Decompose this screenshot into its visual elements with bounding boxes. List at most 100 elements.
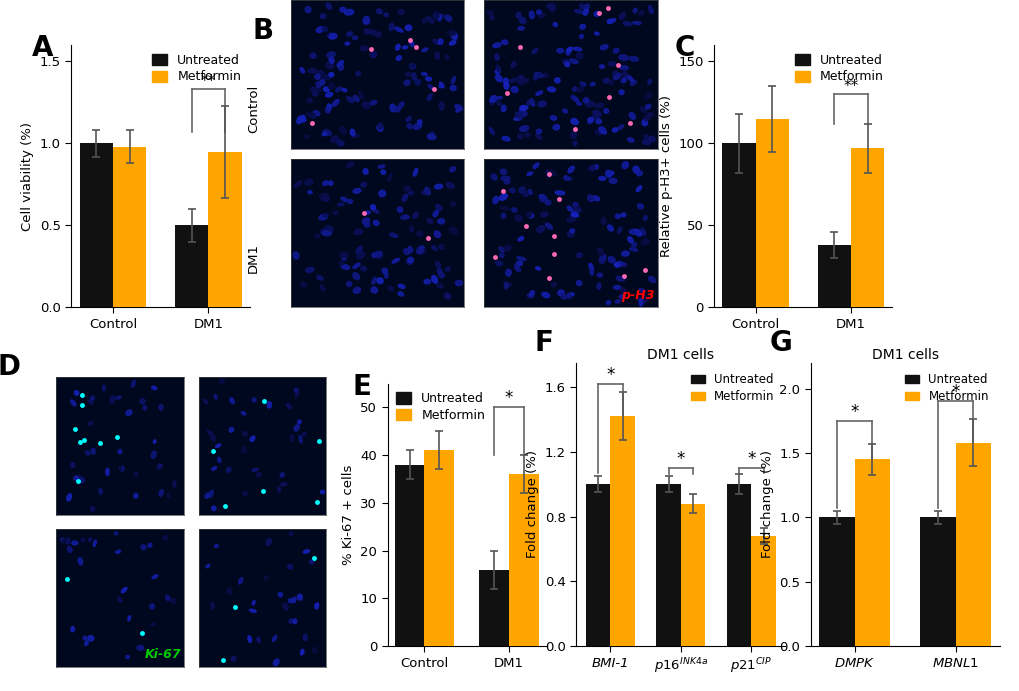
Ellipse shape <box>409 64 416 69</box>
Ellipse shape <box>596 273 602 277</box>
Ellipse shape <box>298 594 302 600</box>
Ellipse shape <box>252 600 255 605</box>
Ellipse shape <box>501 40 507 44</box>
Ellipse shape <box>449 41 455 45</box>
Ellipse shape <box>313 92 317 96</box>
Ellipse shape <box>327 33 333 38</box>
Ellipse shape <box>339 127 345 134</box>
Ellipse shape <box>341 256 345 260</box>
Legend: Untreated, Metformin: Untreated, Metformin <box>685 369 779 408</box>
Ellipse shape <box>598 126 604 133</box>
Ellipse shape <box>264 576 268 580</box>
Ellipse shape <box>320 285 324 291</box>
Ellipse shape <box>283 603 288 610</box>
Bar <box>479 569 508 646</box>
Ellipse shape <box>594 12 599 17</box>
Ellipse shape <box>346 281 352 287</box>
Legend: Untreated, Metformin: Untreated, Metformin <box>899 369 993 408</box>
Ellipse shape <box>444 55 448 59</box>
Ellipse shape <box>389 104 394 111</box>
Ellipse shape <box>528 189 532 195</box>
Text: A: A <box>33 35 54 62</box>
Ellipse shape <box>529 291 534 296</box>
Ellipse shape <box>583 9 588 15</box>
Ellipse shape <box>522 78 528 83</box>
Ellipse shape <box>613 285 620 290</box>
Ellipse shape <box>620 263 626 266</box>
Ellipse shape <box>394 27 403 32</box>
Ellipse shape <box>341 88 346 92</box>
Ellipse shape <box>78 558 83 565</box>
Ellipse shape <box>140 399 145 404</box>
Ellipse shape <box>588 165 594 171</box>
Text: F: F <box>534 329 553 357</box>
Ellipse shape <box>540 212 547 217</box>
Ellipse shape <box>574 47 581 50</box>
Ellipse shape <box>649 136 654 142</box>
Ellipse shape <box>143 406 147 410</box>
Ellipse shape <box>308 191 312 193</box>
Ellipse shape <box>229 427 233 432</box>
Ellipse shape <box>614 261 622 267</box>
Ellipse shape <box>337 202 343 206</box>
Ellipse shape <box>89 400 93 404</box>
Ellipse shape <box>211 603 214 609</box>
Ellipse shape <box>554 191 565 195</box>
Ellipse shape <box>486 10 492 15</box>
Ellipse shape <box>131 381 136 388</box>
Ellipse shape <box>583 4 589 10</box>
Ellipse shape <box>612 73 621 79</box>
Ellipse shape <box>294 388 298 392</box>
Ellipse shape <box>627 237 633 243</box>
Ellipse shape <box>75 475 81 481</box>
Ellipse shape <box>501 137 510 141</box>
Ellipse shape <box>298 596 302 600</box>
Ellipse shape <box>603 78 608 83</box>
Ellipse shape <box>592 113 600 119</box>
Ellipse shape <box>289 435 293 442</box>
Ellipse shape <box>447 30 454 35</box>
Ellipse shape <box>304 179 313 185</box>
Ellipse shape <box>70 400 75 406</box>
Ellipse shape <box>547 87 555 92</box>
Ellipse shape <box>67 547 72 553</box>
Ellipse shape <box>502 245 511 252</box>
Ellipse shape <box>562 109 567 113</box>
Ellipse shape <box>311 113 316 118</box>
Ellipse shape <box>585 102 594 107</box>
Ellipse shape <box>587 195 593 202</box>
Ellipse shape <box>114 531 118 535</box>
Ellipse shape <box>119 466 122 471</box>
Text: Control: Control <box>247 84 260 133</box>
Ellipse shape <box>422 191 426 195</box>
Ellipse shape <box>409 39 414 46</box>
Ellipse shape <box>301 282 306 287</box>
Ellipse shape <box>450 202 455 207</box>
Ellipse shape <box>437 219 444 224</box>
Ellipse shape <box>444 293 450 299</box>
Ellipse shape <box>321 74 327 79</box>
Ellipse shape <box>545 200 550 205</box>
Bar <box>113 146 146 307</box>
Ellipse shape <box>167 493 170 498</box>
Y-axis label: Fold change (%): Fold change (%) <box>760 451 773 558</box>
Ellipse shape <box>599 45 607 50</box>
Ellipse shape <box>323 130 331 135</box>
Ellipse shape <box>550 283 555 287</box>
Ellipse shape <box>643 116 649 121</box>
Ellipse shape <box>339 252 347 258</box>
Ellipse shape <box>634 229 641 236</box>
Ellipse shape <box>408 247 413 252</box>
Ellipse shape <box>574 10 583 13</box>
Ellipse shape <box>301 650 304 655</box>
Ellipse shape <box>359 91 364 99</box>
Ellipse shape <box>433 211 438 217</box>
Ellipse shape <box>570 59 578 64</box>
Text: C: C <box>675 35 694 62</box>
Ellipse shape <box>633 8 637 12</box>
Ellipse shape <box>304 135 309 138</box>
Ellipse shape <box>338 261 343 265</box>
Ellipse shape <box>397 292 404 296</box>
Ellipse shape <box>303 550 309 553</box>
Ellipse shape <box>335 87 340 92</box>
